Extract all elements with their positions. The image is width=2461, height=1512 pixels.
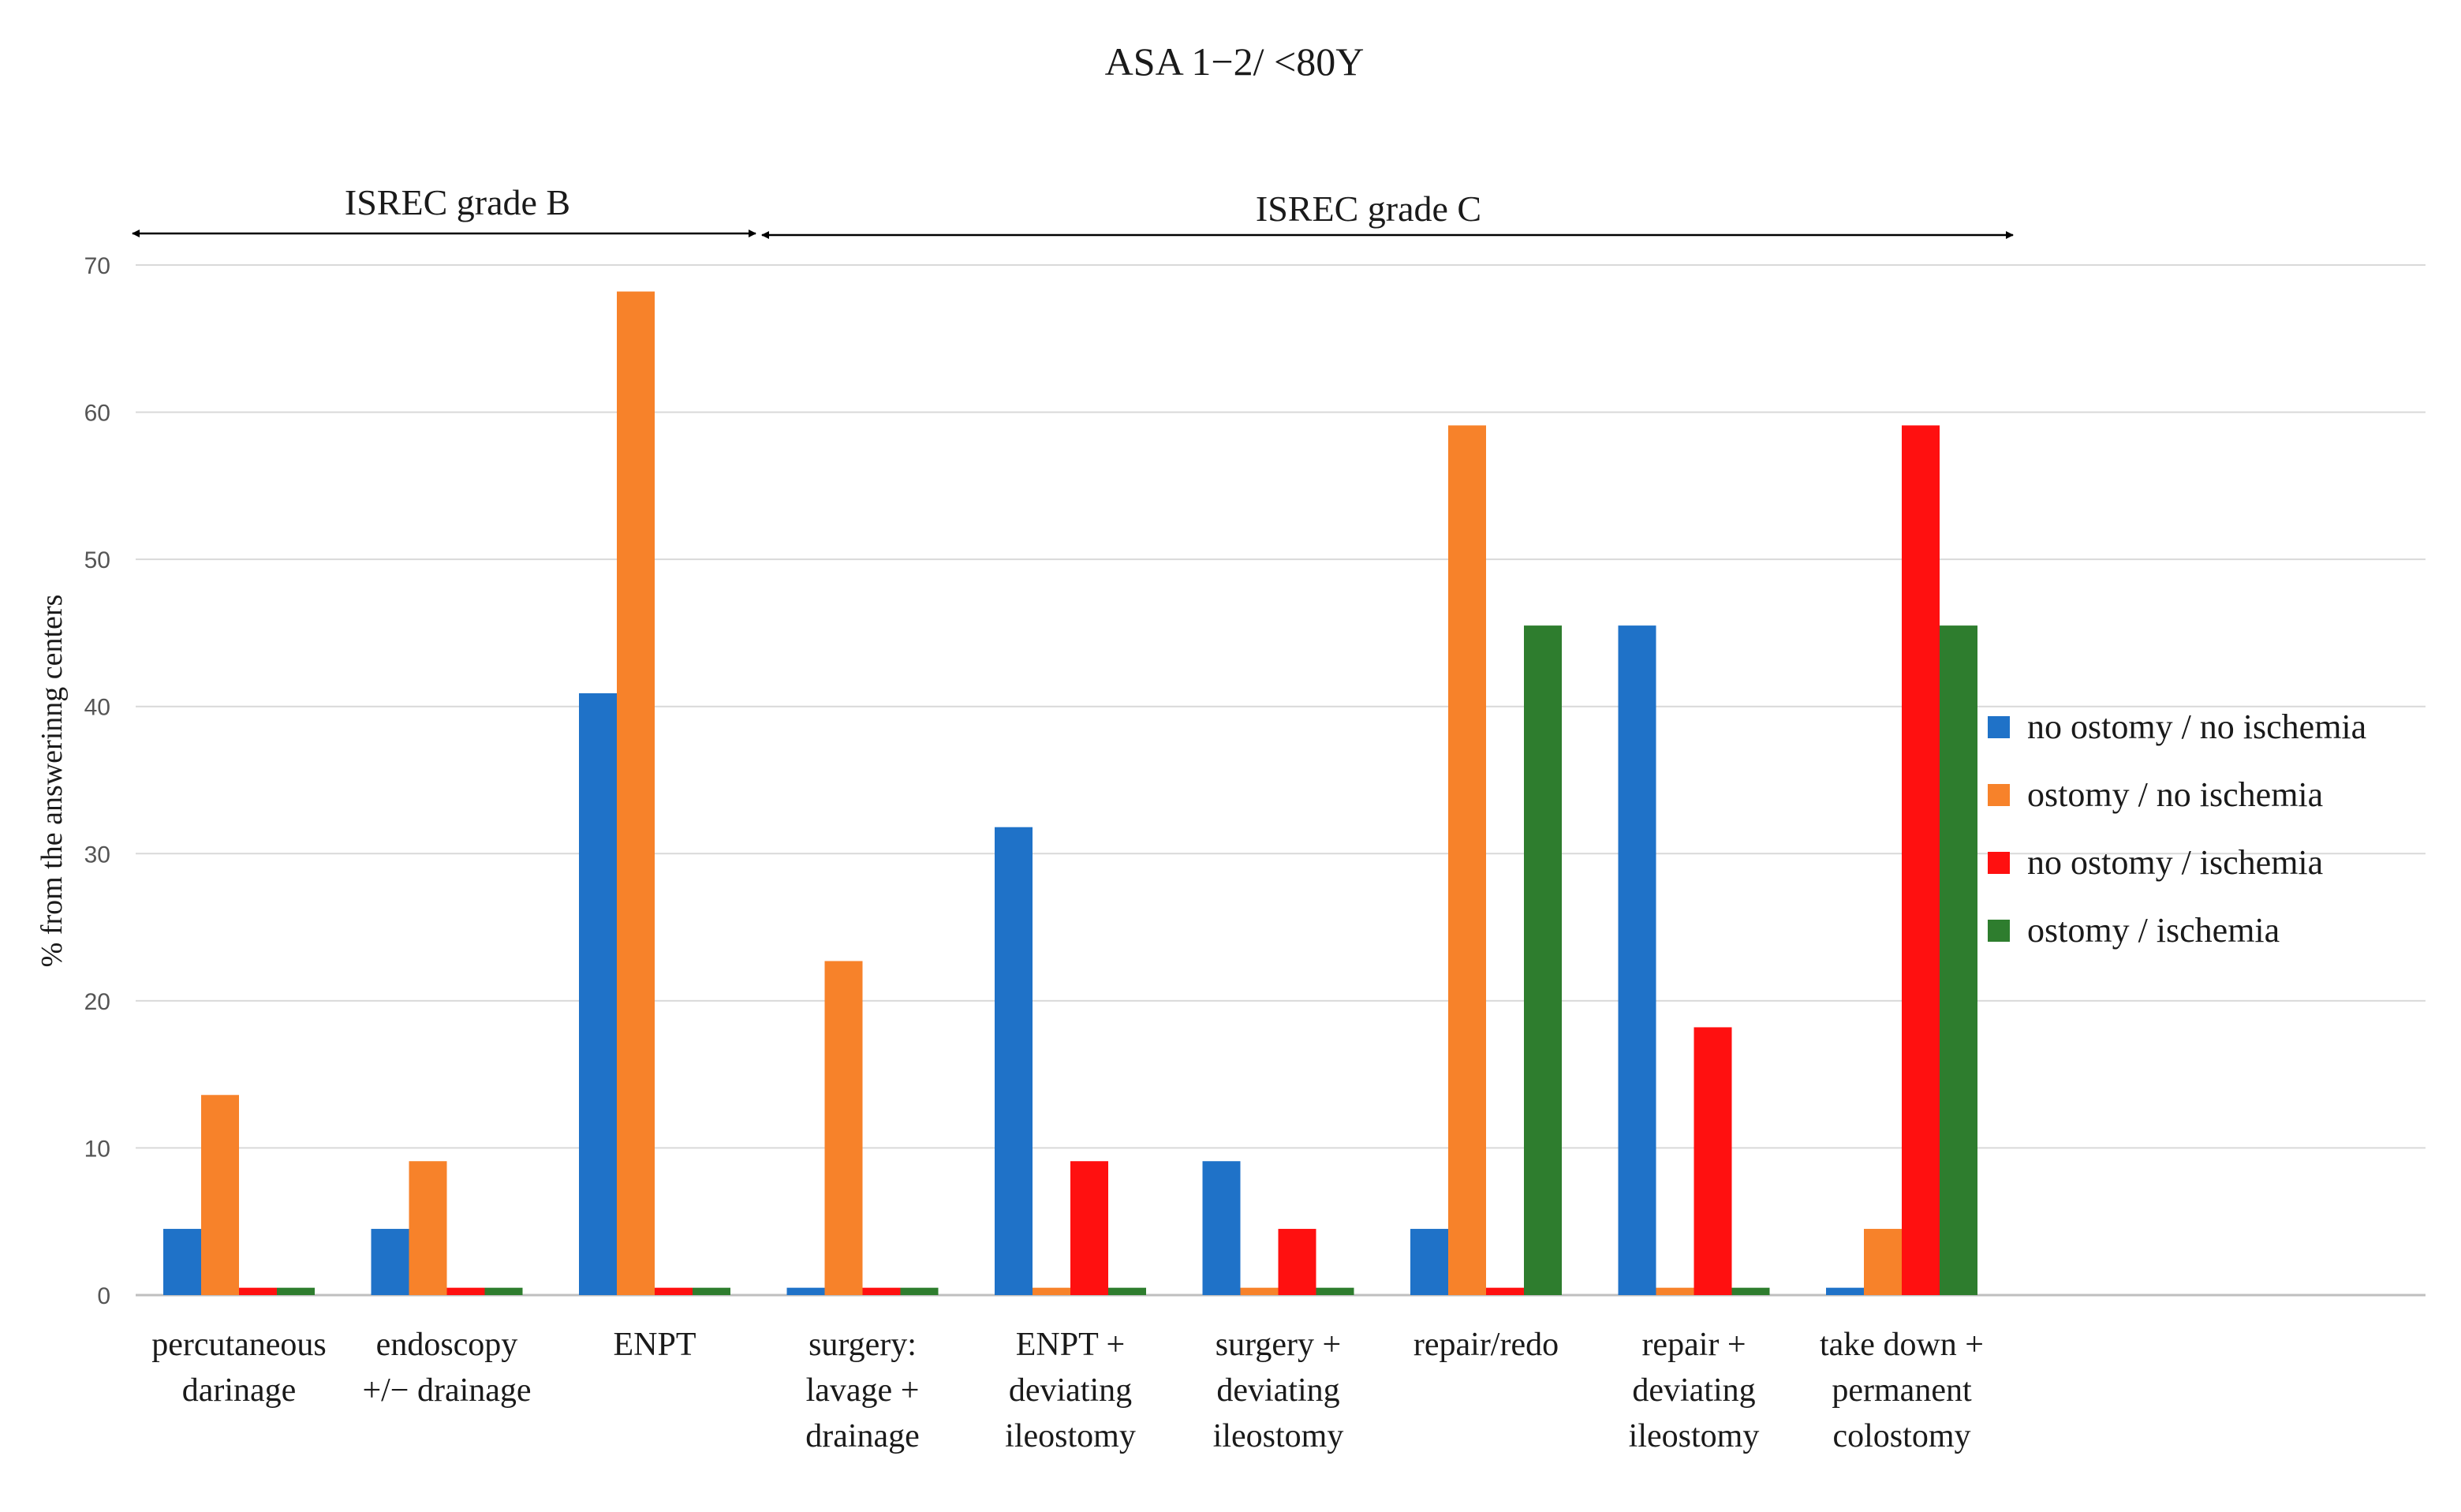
- bars: [163, 291, 1977, 1296]
- annotation-label: ISREC grade B: [345, 182, 570, 222]
- x-tick-labels: percutaneous darinage endoscopy +/− drainag…: [151, 1327, 1984, 1454]
- bar: [484, 1287, 523, 1295]
- bar: [1448, 425, 1486, 1296]
- bar: [786, 1287, 825, 1295]
- bar: [277, 1287, 315, 1295]
- x-tick-label: take down + permanent colostomy: [1820, 1327, 1984, 1454]
- bar: [1524, 625, 1562, 1295]
- gridlines: [136, 264, 2426, 1297]
- bar: [1902, 425, 1940, 1296]
- isrec-annotations: ISREC grade B ISREC grade C: [132, 182, 2014, 239]
- bar: [1940, 625, 1977, 1295]
- bar: [862, 1287, 901, 1295]
- y-ticks: 0 10 20 30 40 50 60 70: [84, 253, 110, 1309]
- y-tick-label: 10: [84, 1136, 110, 1162]
- bar: [1826, 1287, 1864, 1295]
- bar: [446, 1287, 485, 1295]
- bar: [371, 1229, 409, 1295]
- bar: [1618, 625, 1656, 1295]
- x-tick-label: surgery + deviating ileostomy: [1213, 1327, 1344, 1454]
- x-tick-label: repair + deviating ileostomy: [1629, 1327, 1760, 1454]
- bar: [995, 827, 1033, 1295]
- bar: [900, 1287, 939, 1295]
- y-tick-label: 30: [84, 842, 110, 868]
- legend-swatch: [1988, 920, 2010, 942]
- legend-label: ostomy / ischemia: [2027, 911, 2280, 950]
- y-tick-label: 70: [84, 253, 110, 279]
- bar: [1070, 1161, 1108, 1295]
- bar: [163, 1229, 201, 1295]
- y-tick-label: 50: [84, 547, 110, 573]
- bar: [1656, 1287, 1694, 1295]
- bar: [1316, 1287, 1354, 1295]
- bar: [1108, 1287, 1146, 1295]
- bar: [239, 1287, 277, 1295]
- bar: [617, 291, 655, 1295]
- bar: [1240, 1287, 1279, 1295]
- legend-swatch: [1988, 716, 2010, 738]
- bar: [1202, 1161, 1241, 1295]
- bar: [1410, 1229, 1448, 1295]
- legend-label: ostomy / no ischemia: [2027, 775, 2323, 814]
- x-tick-label: ENPT: [614, 1327, 696, 1363]
- bar: [655, 1287, 693, 1295]
- y-tick-label: 60: [84, 401, 110, 427]
- x-tick-label: repair/redo: [1413, 1327, 1559, 1363]
- y-tick-label: 20: [84, 989, 110, 1015]
- x-tick-label: ENPT + deviating ileostomy: [1005, 1327, 1136, 1454]
- bar: [1033, 1287, 1070, 1295]
- legend-label: no ostomy / ischemia: [2027, 843, 2323, 882]
- bar: [1864, 1229, 1902, 1295]
- legend-swatch: [1988, 784, 2010, 806]
- x-tick-label: endoscopy +/− drainage: [362, 1327, 531, 1409]
- bar: [1731, 1287, 1770, 1295]
- bar: [201, 1095, 239, 1295]
- bar: [409, 1161, 447, 1295]
- x-tick-label: percutaneous darinage: [151, 1327, 327, 1409]
- chart-title: ASA 1−2/ <80Y: [1105, 39, 1365, 84]
- bar: [1486, 1287, 1524, 1295]
- bar: [693, 1287, 730, 1295]
- bar: [824, 961, 863, 1295]
- y-tick-label: 0: [97, 1283, 110, 1309]
- y-tick-label: 40: [84, 695, 110, 721]
- annotation-label: ISREC grade C: [1256, 189, 1481, 229]
- bar: [1278, 1229, 1316, 1295]
- legend: no ostomy / no ischemia ostomy / no ische…: [1988, 707, 2366, 950]
- bar: [1694, 1027, 1732, 1295]
- legend-swatch: [1988, 852, 2010, 874]
- legend-label: no ostomy / no ischemia: [2027, 707, 2366, 746]
- bar: [579, 693, 617, 1295]
- x-tick-label: surgery: lavage + drainage: [805, 1327, 920, 1454]
- y-axis-label: % from the answerinng centers: [35, 595, 69, 968]
